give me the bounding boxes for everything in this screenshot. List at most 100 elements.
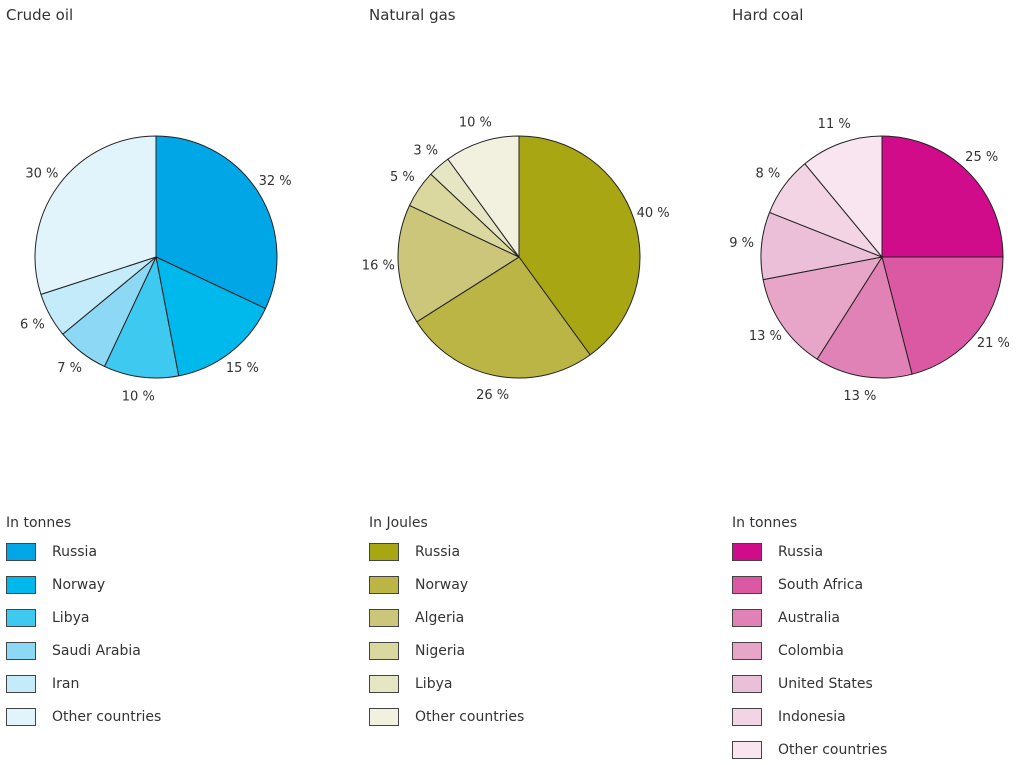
natural-gas-legend-label-norway: Norway bbox=[415, 577, 469, 593]
crude-oil-pie-chart: 32 % 15 % 10 % 7 % 6 % 30 % bbox=[20, 135, 292, 404]
crude-oil-legend-swatch-iran bbox=[6, 675, 36, 693]
natural-gas-pct-label-algeria: 16 % bbox=[362, 258, 395, 273]
crude-oil-legend-item-libya: Libya bbox=[6, 599, 89, 632]
natural-gas-legend-item-nigeria: Nigeria bbox=[369, 632, 465, 665]
hard-coal-legend-label-other-countries: Other countries bbox=[778, 742, 888, 758]
hard-coal-slice-colombia bbox=[762, 256, 883, 360]
crude-oil-legend-item-iran: Iran bbox=[6, 665, 79, 698]
hard-coal-pct-label-russia: 25 % bbox=[965, 150, 998, 165]
crude-oil-legend-label-other-countries: Other countries bbox=[52, 709, 162, 725]
hard-coal-legend-swatch-united-states bbox=[732, 675, 762, 693]
natural-gas-legend-swatch-libya bbox=[369, 675, 399, 693]
hard-coal-legend-item-australia: Australia bbox=[732, 599, 840, 632]
natural-gas-pct-label-other-countries: 10 % bbox=[459, 115, 492, 130]
hard-coal-legend-swatch-other-countries bbox=[732, 741, 762, 759]
natural-gas-legend-swatch-norway bbox=[369, 576, 399, 594]
crude-oil-legend-item-saudi-arabia: Saudi Arabia bbox=[6, 632, 141, 665]
hard-coal-title: Hard coal bbox=[732, 6, 804, 24]
hard-coal-legend-label-indonesia: Indonesia bbox=[778, 709, 846, 725]
natural-gas-legend-label-other-countries: Other countries bbox=[415, 709, 525, 725]
crude-oil-unit-label: In tonnes bbox=[6, 515, 72, 531]
hard-coal-legend-item-united-states: United States bbox=[732, 665, 873, 698]
crude-oil-legend-label-russia: Russia bbox=[52, 544, 98, 560]
natural-gas-legend-item-russia: Russia bbox=[369, 533, 460, 566]
crude-oil-pct-label-iran: 6 % bbox=[20, 317, 45, 332]
hard-coal-legend-swatch-indonesia bbox=[732, 708, 762, 726]
hard-coal-slice-south-africa bbox=[881, 256, 1004, 375]
natural-gas-pct-label-norway: 26 % bbox=[476, 388, 509, 403]
natural-gas-unit-label: In Joules bbox=[369, 515, 428, 531]
hard-coal-legend-item-indonesia: Indonesia bbox=[732, 698, 846, 731]
hard-coal-legend-swatch-south-africa bbox=[732, 576, 762, 594]
crude-oil-pct-label-norway: 15 % bbox=[226, 361, 259, 376]
crude-oil-legend-label-norway: Norway bbox=[52, 577, 106, 593]
hard-coal-legend-item-colombia: Colombia bbox=[732, 632, 844, 665]
hard-coal-pct-label-south-africa: 21 % bbox=[977, 336, 1010, 351]
natural-gas-legend-swatch-other-countries bbox=[369, 708, 399, 726]
hard-coal-pct-label-australia: 13 % bbox=[843, 389, 876, 404]
natural-gas-legend-item-other-countries: Other countries bbox=[369, 698, 524, 731]
natural-gas-legend-swatch-nigeria bbox=[369, 642, 399, 660]
crude-oil-legend-swatch-saudi-arabia bbox=[6, 642, 36, 660]
crude-oil-slice-norway bbox=[155, 256, 266, 377]
crude-oil-legend-swatch-other-countries bbox=[6, 708, 36, 726]
natural-gas-legend: In Joules Russia Norway Algeria Nigeria Liby… bbox=[369, 513, 524, 731]
natural-gas-legend-label-libya: Libya bbox=[415, 676, 453, 692]
crude-oil-legend-label-iran: Iran bbox=[52, 676, 80, 692]
natural-gas-legend-item-algeria: Algeria bbox=[369, 599, 464, 632]
crude-oil-panel: Crude oil 32 % 15 % 10 % 7 % 6 % 30 % In tonn… bbox=[6, 0, 336, 765]
hard-coal-unit-label: In tonnes bbox=[732, 515, 798, 531]
hard-coal-pct-label-other-countries: 11 % bbox=[818, 117, 851, 132]
hard-coal-legend-item-russia: Russia bbox=[732, 533, 823, 566]
natural-gas-slice-norway bbox=[416, 256, 591, 379]
crude-oil-legend-item-other-countries: Other countries bbox=[6, 698, 161, 731]
hard-coal-pie-chart: 25 % 21 % 13 % 13 % 9 % 8 % 11 % bbox=[729, 117, 1010, 404]
crude-oil-pct-label-saudi-arabia: 7 % bbox=[57, 361, 82, 376]
hard-coal-panel: Hard coal 25 % 21 % 13 % 13 % 9 % 8 % 11 % In … bbox=[729, 0, 1021, 765]
natural-gas-slice-other-countries bbox=[447, 135, 520, 258]
natural-gas-legend-label-algeria: Algeria bbox=[415, 610, 465, 626]
hard-coal-legend-label-australia: Australia bbox=[778, 610, 840, 626]
natural-gas-slice-russia bbox=[518, 135, 641, 356]
hard-coal-legend-label-united-states: United States bbox=[778, 676, 873, 692]
crude-oil-slice-russia bbox=[155, 135, 278, 310]
crude-oil-legend: In tonnes Russia Norway Libya Saudi Arabia I… bbox=[6, 513, 161, 731]
natural-gas-legend-item-libya: Libya bbox=[369, 665, 452, 698]
natural-gas-legend-label-nigeria: Nigeria bbox=[415, 643, 466, 659]
hard-coal-slice-australia bbox=[816, 256, 913, 379]
crude-oil-legend-label-saudi-arabia: Saudi Arabia bbox=[52, 643, 141, 659]
crude-oil-legend-label-libya: Libya bbox=[52, 610, 90, 626]
hard-coal-legend-swatch-russia bbox=[732, 543, 762, 561]
crude-oil-slice-other-countries bbox=[34, 135, 157, 295]
hard-coal-slice-other-countries bbox=[804, 135, 883, 258]
crude-oil-pct-label-libya: 10 % bbox=[122, 389, 155, 404]
hard-coal-legend-swatch-australia bbox=[732, 609, 762, 627]
natural-gas-legend-swatch-algeria bbox=[369, 609, 399, 627]
hard-coal-slice-russia bbox=[881, 135, 1004, 258]
crude-oil-pct-label-russia: 32 % bbox=[259, 174, 292, 189]
crude-oil-title: Crude oil bbox=[6, 6, 74, 24]
natural-gas-legend-swatch-russia bbox=[369, 543, 399, 561]
hard-coal-legend-item-other-countries: Other countries bbox=[732, 731, 887, 764]
natural-gas-pct-label-libya: 3 % bbox=[413, 144, 438, 159]
hard-coal-legend-label-south-africa: South Africa bbox=[778, 577, 864, 593]
natural-gas-pie-chart: 40 % 26 % 16 % 5 % 3 % 10 % bbox=[362, 115, 670, 403]
hard-coal-pct-label-indonesia: 8 % bbox=[756, 167, 781, 182]
natural-gas-title: Natural gas bbox=[369, 6, 456, 24]
hard-coal-legend-item-south-africa: South Africa bbox=[732, 566, 863, 599]
crude-oil-pct-label-other-countries: 30 % bbox=[25, 167, 58, 182]
hard-coal-pct-label-colombia: 13 % bbox=[749, 329, 782, 344]
hard-coal-legend-label-colombia: Colombia bbox=[778, 643, 844, 659]
crude-oil-legend-swatch-norway bbox=[6, 576, 36, 594]
crude-oil-legend-item-russia: Russia bbox=[6, 533, 97, 566]
crude-oil-slice-libya bbox=[103, 256, 180, 379]
natural-gas-panel: Natural gas 40 % 26 % 16 % 5 % 3 % 10 % In Jo… bbox=[362, 0, 699, 765]
natural-gas-slice-algeria bbox=[397, 204, 520, 323]
natural-gas-legend-label-russia: Russia bbox=[415, 544, 461, 560]
crude-oil-legend-item-norway: Norway bbox=[6, 566, 105, 599]
natural-gas-pct-label-nigeria: 5 % bbox=[390, 170, 415, 185]
hard-coal-pct-label-united-states: 9 % bbox=[729, 236, 754, 251]
natural-gas-legend-item-norway: Norway bbox=[369, 566, 468, 599]
hard-coal-legend: In tonnes Russia South Africa Australia Col… bbox=[732, 513, 887, 764]
hard-coal-legend-label-russia: Russia bbox=[778, 544, 824, 560]
